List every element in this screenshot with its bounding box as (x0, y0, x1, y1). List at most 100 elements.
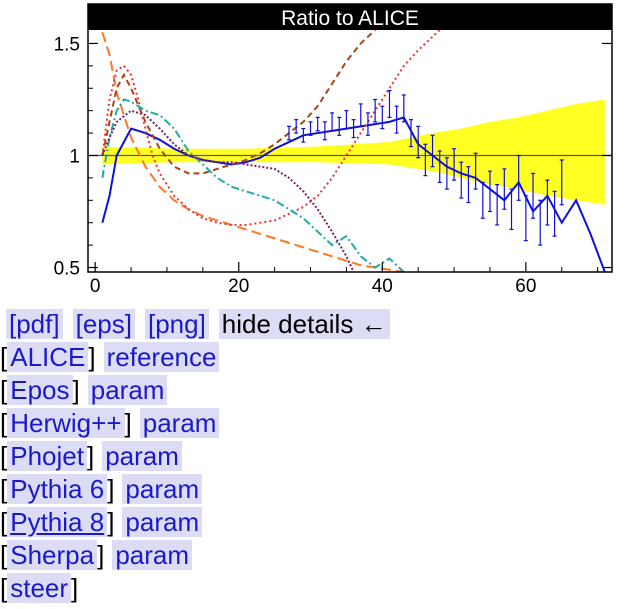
open-bracket: [ (0, 507, 8, 537)
alice-point (545, 179, 550, 226)
alice-point (394, 105, 399, 134)
alice-point (409, 119, 414, 148)
link-row-pythia-8: [Pythia 8] param (0, 506, 628, 539)
hide-details-toggle[interactable]: hide details ← (218, 309, 390, 339)
alice-point (351, 119, 356, 139)
herwig-param-link[interactable]: param (139, 408, 220, 438)
alice-point (373, 98, 378, 123)
alice-point (337, 116, 342, 136)
alice-point (387, 89, 392, 118)
pdf-link[interactable]: [pdf] (6, 309, 63, 339)
alice-point (452, 148, 457, 181)
alice-point (466, 166, 471, 204)
y-tick-label: 1 (69, 146, 80, 167)
link-row-alice: [ALICE] reference (0, 341, 628, 374)
series-epos (101, 31, 404, 272)
alice-point (365, 112, 370, 136)
sherpa-param-link[interactable]: param (112, 540, 193, 570)
pythia-6-link[interactable]: Pythia 6 (7, 474, 108, 504)
link-row-steer: [steer] (0, 572, 628, 605)
alice-point (380, 105, 385, 130)
phojet-param-link[interactable]: param (102, 441, 182, 471)
alice-point (344, 110, 349, 130)
chart-title: Ratio to ALICE (281, 7, 419, 30)
pythia-6-param-link[interactable]: param (122, 474, 203, 504)
alice-uncertainty-band (102, 99, 605, 205)
close-bracket: ] (107, 507, 115, 537)
alice-point (523, 195, 528, 242)
close-bracket: ] (88, 342, 96, 372)
ratio-chart: Ratio to ALICE 0 20 40 60 0.5 1 1.5 (54, 3, 613, 297)
link-row-phojet: [Phojet] param (0, 440, 628, 473)
alice-point (286, 125, 291, 141)
alice-point (531, 172, 536, 219)
open-bracket: [ (0, 540, 8, 570)
epos-link[interactable]: Epos (7, 375, 73, 405)
herwig-link[interactable]: Herwig++ (7, 408, 125, 438)
alice-point (330, 112, 335, 132)
alice-point (444, 157, 449, 190)
close-bracket: ] (71, 573, 79, 603)
open-bracket: [ (0, 474, 8, 504)
alice-point (308, 121, 313, 136)
plot-frame (87, 3, 613, 273)
link-row-pythia-6: [Pythia 6] param (0, 473, 628, 506)
series-sherpa (101, 109, 355, 272)
series-phojet (101, 30, 441, 226)
alice-point (473, 152, 478, 190)
close-bracket: ] (107, 474, 115, 504)
alice-point (416, 125, 421, 159)
alice-point (516, 154, 521, 201)
sherpa-link[interactable]: Sherpa (7, 540, 98, 570)
close-bracket: ] (86, 441, 95, 471)
x-tick-label: 60 (515, 276, 536, 297)
pythia-8-link[interactable]: Pythia 8 (7, 507, 108, 537)
link-row-epos: [Epos] param (0, 374, 628, 407)
x-tick-label: 40 (372, 276, 393, 297)
alice-point (480, 181, 485, 219)
alice-point (315, 116, 320, 132)
alice-point (487, 170, 492, 213)
alice-point (495, 184, 500, 226)
alice-point (294, 119, 299, 134)
alice-point (322, 121, 327, 141)
alice-point (437, 150, 442, 183)
open-bracket: [ (0, 342, 8, 372)
pythia-8-param-link[interactable]: param (122, 507, 203, 537)
x-tick-label: 0 (90, 276, 101, 297)
alice-point (430, 134, 435, 168)
alice-link[interactable]: ALICE (7, 342, 89, 372)
alice-point (358, 103, 363, 127)
alice-point (301, 127, 306, 143)
alice-point (459, 161, 464, 199)
series-pythia-6 (101, 98, 405, 272)
y-tick-label: 0.5 (54, 259, 80, 280)
epos-param-link[interactable]: param (87, 375, 168, 405)
phojet-link[interactable]: Phojet (7, 441, 87, 471)
open-bracket: [ (0, 441, 8, 471)
title-bar (88, 4, 612, 30)
close-bracket: ] (124, 408, 132, 438)
steer-link[interactable]: steer (7, 573, 72, 603)
open-bracket: [ (0, 375, 8, 405)
png-link[interactable]: [png] (144, 309, 209, 339)
alice-point (502, 168, 507, 210)
open-bracket: [ (0, 408, 8, 438)
y-tick-label: 1.5 (54, 34, 80, 55)
x-tick-label: 20 (228, 276, 249, 297)
alice-point (423, 143, 428, 177)
close-bracket: ] (72, 375, 80, 405)
alice-point (552, 190, 557, 237)
link-row-herwig: [Herwig++] param (0, 407, 628, 440)
alice-point (538, 199, 543, 246)
link-row-sherpa: [Sherpa] param (0, 539, 628, 572)
series-herwig- (101, 30, 376, 175)
alice-point (559, 159, 564, 206)
download-row: [pdf] [eps] [png] hide details ← (0, 308, 628, 341)
eps-link[interactable]: [eps] (72, 309, 135, 339)
links-panel: [pdf] [eps] [png] hide details ← [ALICE] ref… (0, 308, 628, 605)
close-bracket: ] (97, 540, 105, 570)
open-bracket: [ (0, 573, 8, 603)
alice-point (509, 188, 514, 231)
alice-reference-link[interactable]: reference (103, 342, 220, 372)
